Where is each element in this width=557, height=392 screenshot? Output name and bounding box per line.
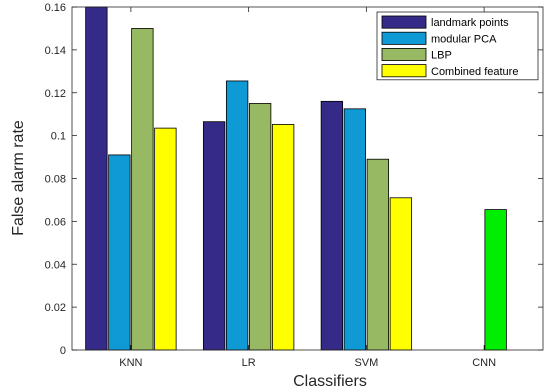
legend-label: landmark points [431,17,509,29]
bar-svm-3 [389,197,413,351]
y-tick-label: 0.12 [45,88,66,100]
y-tick-label: 0.06 [45,216,66,228]
bar-knn-3 [154,127,177,351]
y-tick-label: 0.04 [45,259,66,271]
bar-knn-1 [108,154,131,351]
legend-swatch [381,15,427,29]
bar-cnn-extra-0 [484,209,507,351]
bar-svm-0 [320,100,344,351]
y-tick-label: 0 [60,345,66,357]
x-tick-label: CNN [472,357,496,369]
bar-lr-1 [225,80,249,351]
y-tick-label: 0.1 [51,131,66,143]
bar-knn-0 [85,6,108,351]
y-axis-title: False alarm rate [10,120,27,236]
legend: landmark points modular PCA LBP Combined fe… [376,11,539,81]
legend-label: Combined feature [431,66,518,78]
y-tick-label: 0.08 [45,174,66,186]
y-tick-label: 0.16 [45,2,66,14]
bar-lr-3 [271,124,295,351]
x-tick-label: LR [242,357,256,369]
y-tick-label: 0.02 [45,302,66,314]
legend-swatch [381,64,427,78]
legend-swatch [381,31,427,45]
legend-label: LBP [431,50,452,62]
bar-lr-2 [248,103,272,351]
bars-layer [85,6,507,351]
bar-knn-2 [131,28,154,351]
axes-layer: 0 0.02 0.04 0.06 0.08 0.1 0.12 0.14 0.16 KNN LR SVM… [45,2,544,369]
legend-swatch [381,48,427,62]
x-axis-title: Classifiers [293,373,367,390]
x-tick-label: KNN [119,357,142,369]
bar-lr-0 [202,121,226,351]
bar-svm-2 [366,158,390,351]
x-tick-label: SVM [354,357,378,369]
y-tick-label: 0.14 [45,45,66,57]
bar-svm-1 [343,108,367,351]
legend-label: modular PCA [431,33,497,45]
